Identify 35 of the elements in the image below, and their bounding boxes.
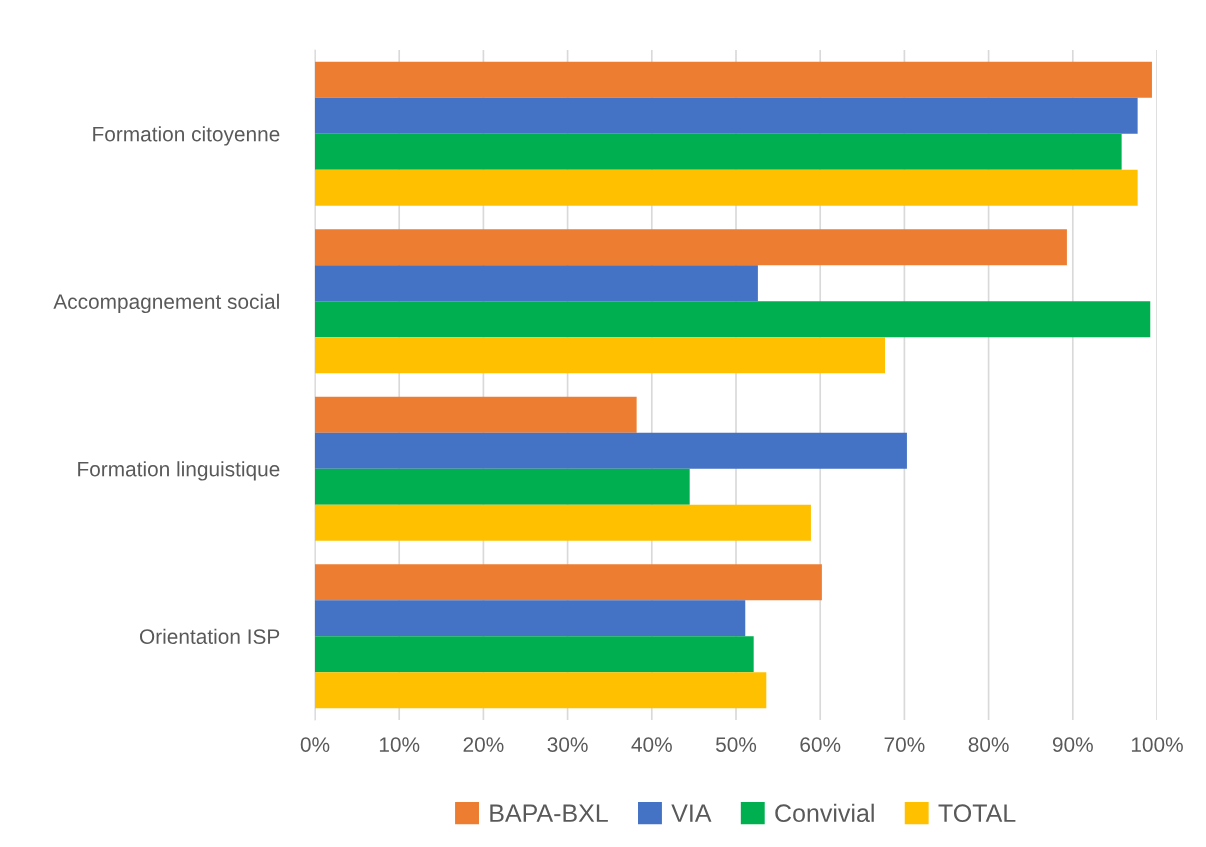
y-tick-label: Orientation ISP xyxy=(139,628,280,644)
bar xyxy=(315,61,1152,98)
bar xyxy=(315,636,754,673)
x-tick-label: 60% xyxy=(800,737,841,752)
bar xyxy=(315,564,822,601)
legend-label: BAPA-BXL xyxy=(490,804,608,822)
bar xyxy=(315,301,1151,338)
x-tick-label: 50% xyxy=(715,737,757,752)
legend-label: VIA xyxy=(671,804,712,822)
bar xyxy=(315,169,1138,206)
y-tick-label: Formation citoyenne xyxy=(93,126,280,146)
bar xyxy=(315,432,907,469)
bar xyxy=(315,468,690,505)
y-tick-label: Accompagnement social xyxy=(53,293,279,314)
bar xyxy=(315,504,811,541)
bar xyxy=(315,396,637,433)
x-tick-label: 100% xyxy=(1131,737,1183,752)
bar xyxy=(315,229,1067,266)
x-tick-label: 20% xyxy=(463,737,504,752)
x-tick-label: 30% xyxy=(547,737,588,752)
bar xyxy=(315,133,1122,170)
bar xyxy=(315,265,758,302)
x-tick-label: 10% xyxy=(379,737,420,752)
x-tick-label: 40% xyxy=(631,737,672,752)
bar xyxy=(315,97,1138,134)
bar xyxy=(315,600,746,637)
x-tick-label: 0% xyxy=(300,737,330,752)
bar xyxy=(315,672,767,709)
x-tick-label: 80% xyxy=(968,737,1009,752)
y-tick-label: Formation linguistique xyxy=(78,461,280,481)
x-tick-label: 90% xyxy=(1052,737,1093,752)
bar xyxy=(315,337,886,374)
legend-label: Convivial xyxy=(775,803,874,823)
legend-label: TOTAL xyxy=(938,804,1016,823)
x-tick-label: 70% xyxy=(884,737,925,752)
